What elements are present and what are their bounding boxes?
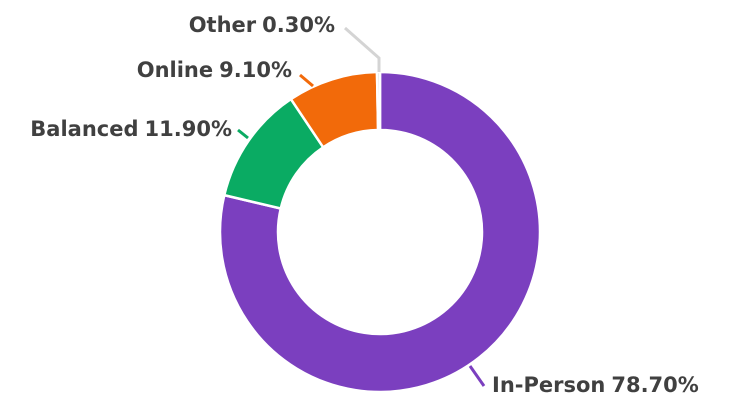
leader-line	[299, 73, 314, 88]
value-label: 9.10%	[219, 58, 292, 82]
category-name: Balanced	[30, 117, 138, 141]
category-name: Other	[189, 13, 257, 37]
leader-line	[344, 26, 381, 72]
value-label: 78.70%	[611, 373, 698, 397]
donut-slice	[218, 70, 542, 394]
donut-slice	[375, 70, 382, 132]
slice-label: In-Person 78.70%	[492, 373, 699, 397]
leader-line	[237, 128, 249, 140]
slice-label: Other 0.30%	[189, 13, 335, 37]
slice-label: Balanced 11.90%	[30, 117, 232, 141]
category-name: In-Person	[492, 373, 605, 397]
category-name: Online	[137, 58, 213, 82]
slice-label: Online 9.10%	[137, 58, 292, 82]
value-label: 0.30%	[262, 13, 335, 37]
value-label: 11.90%	[145, 117, 232, 141]
leader-line	[468, 365, 486, 387]
